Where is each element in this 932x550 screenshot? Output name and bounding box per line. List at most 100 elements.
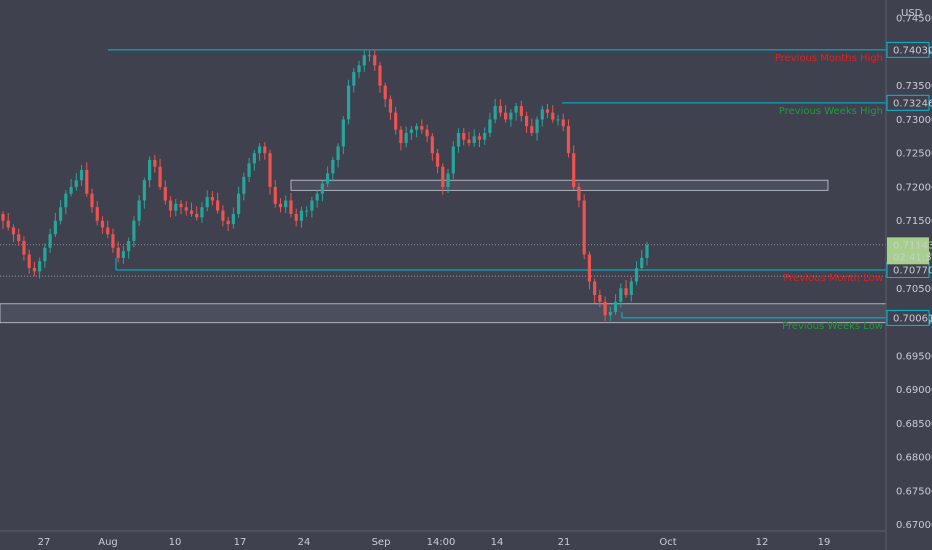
candle-body: [137, 200, 141, 221]
candle-body: [273, 186, 277, 204]
x-tick-label: Sep: [372, 537, 391, 548]
candle-body: [593, 281, 597, 296]
candle-body: [100, 220, 105, 228]
candle-body: [483, 132, 487, 140]
candle-body: [566, 126, 571, 154]
x-tick-label: Oct: [659, 537, 676, 548]
level-labels: Previous Months High Previous Weeks High P…: [775, 53, 883, 332]
candle-body: [168, 200, 173, 211]
x-tick-label: 17: [234, 537, 247, 548]
x-tick-label: 14:00: [427, 537, 456, 548]
candle-body: [404, 132, 408, 144]
price-tag-text: 0.73246: [893, 98, 932, 109]
zone-box: [290, 179, 829, 191]
candle-body: [430, 136, 434, 154]
candle-body: [493, 105, 497, 120]
candle-body: [640, 257, 644, 268]
candle-body: [27, 254, 31, 268]
level-label: Previous Weeks Low: [782, 321, 883, 332]
candle-body: [577, 186, 581, 201]
candle-body: [477, 136, 482, 140]
candle-body: [189, 210, 194, 214]
candle-body: [545, 109, 550, 113]
candle-body: [357, 65, 361, 73]
candle-body: [551, 112, 555, 120]
candle-body: [284, 200, 288, 208]
candle-body: [409, 129, 413, 133]
candle-body: [456, 132, 461, 147]
candle-body: [95, 207, 99, 221]
currency-label: USD: [901, 8, 923, 19]
candle-body: [572, 153, 576, 187]
candle-body: [394, 112, 398, 130]
candle-body: [195, 213, 199, 218]
candle-body: [598, 295, 602, 302]
candle-body: [608, 311, 612, 316]
candle-body: [252, 153, 256, 164]
candle-body: [582, 200, 586, 255]
candle-body: [106, 227, 110, 235]
candle-body: [268, 153, 272, 187]
candle-body: [58, 207, 63, 221]
candle-body: [121, 251, 126, 258]
candle-body: [383, 85, 387, 100]
candle-body: [132, 220, 136, 241]
candle-body: [142, 180, 146, 201]
price-tag-text: 0.70770: [893, 266, 932, 277]
candle-body: [504, 112, 508, 120]
candle-body: [38, 261, 42, 272]
candle-body: [435, 153, 440, 167]
candle-body: [462, 132, 466, 140]
candle-body: [205, 197, 209, 208]
candle-body: [367, 55, 372, 57]
candle-body: [299, 210, 304, 221]
candle-body: [352, 72, 356, 86]
level-label: Previous Month Low: [783, 273, 883, 284]
candle-body: [90, 193, 94, 208]
candle-body: [320, 183, 324, 194]
zones: [0, 179, 887, 324]
candle-body: [184, 207, 188, 211]
candle-body: [619, 288, 623, 302]
candle-body: [22, 240, 26, 255]
candle-body: [278, 203, 283, 208]
candle-body: [561, 119, 565, 127]
candle-body: [1, 213, 5, 221]
candle-body: [6, 220, 10, 228]
candle-body: [43, 247, 47, 262]
candle-body: [587, 254, 592, 282]
candle-body: [336, 146, 340, 160]
candle-body: [48, 234, 52, 248]
candle-body: [305, 210, 309, 212]
x-tick-label: 14: [491, 537, 504, 548]
candle-body: [242, 176, 246, 194]
candle-body: [373, 55, 377, 66]
candle-body: [378, 65, 382, 86]
candle-body: [216, 200, 220, 211]
candle-body: [247, 163, 251, 177]
candle-body: [524, 116, 529, 127]
candle-body: [341, 119, 345, 147]
candle-body: [645, 245, 649, 258]
level-lines: [0, 49, 886, 319]
candle-body: [415, 126, 419, 130]
candle-body: [624, 288, 628, 296]
candle-body: [231, 213, 235, 225]
candle-body: [69, 186, 73, 194]
candle-body: [263, 146, 267, 154]
current-price-text: 0.71143: [893, 240, 932, 251]
candles: [1, 49, 649, 321]
candle-body: [315, 193, 319, 201]
x-tick-label: 24: [298, 537, 311, 548]
candle-body: [346, 85, 351, 120]
candle-body: [425, 129, 429, 137]
candle-body: [331, 159, 335, 174]
candle-body: [629, 281, 633, 296]
x-tick-label: 19: [818, 537, 831, 548]
